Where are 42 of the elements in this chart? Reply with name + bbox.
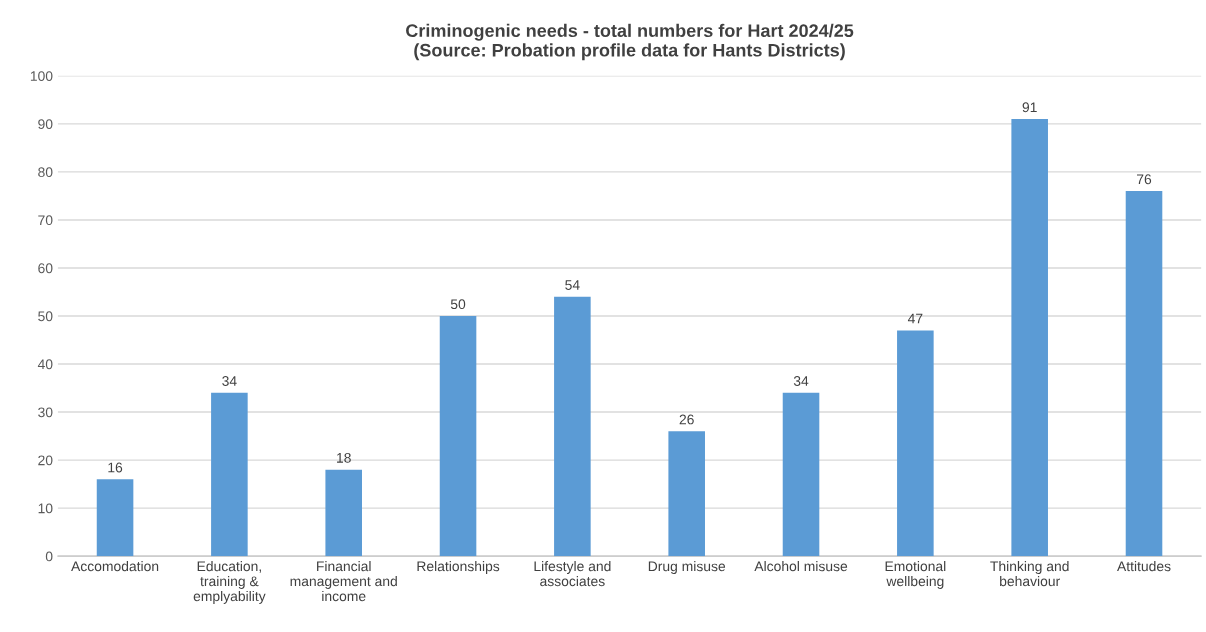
data-label: 50 [450,299,466,310]
bar [96,479,134,557]
x-tick-label: Thinking and behaviour [990,561,1069,587]
y-tick-label: 100 [30,71,53,82]
data-label: 76 [1137,174,1152,185]
chart-title: Criminogenic needs - total numbers for Hart 2024/25 (Source: Probation profile data for Hants Districts) [406,23,854,61]
x-tick-label: Financial management and income [290,561,397,602]
bar [211,392,248,557]
bar [897,330,934,557]
data-label: 91 [1022,102,1037,113]
y-tick-label: 80 [38,167,53,178]
data-label: 34 [222,376,237,386]
y-tick-label: 70 [38,215,53,226]
data-label: 16 [108,462,123,473]
bar [1125,191,1163,557]
bar [325,469,362,557]
y-tick-label: 10 [38,503,53,514]
y-tick-label: 90 [38,119,53,130]
data-label: 34 [793,376,809,386]
y-tick-label: 60 [38,263,53,274]
x-tick-label: Attitudes [1117,561,1171,572]
x-tick-label: Relationships [417,561,500,574]
bar [668,431,705,557]
bar [439,316,477,557]
y-tick-label: 20 [38,455,53,466]
x-tick-label: Education, training & emplyability [193,561,266,604]
data-label: 18 [337,452,351,463]
x-tick-label: Drug misuse [648,561,726,574]
y-tick-label: 40 [37,359,53,370]
x-tick-label: Alcohol misuse [754,561,848,572]
data-label: 54 [565,280,580,290]
x-tick-label: Accomodation [71,561,159,572]
y-tick-label: 50 [38,311,53,322]
data-label: 47 [907,313,923,324]
bar [782,392,820,557]
x-tick-label: Emotional wellbeing [885,561,946,589]
data-label: 26 [679,414,694,425]
bar [554,296,591,557]
x-tick-label: Lifestyle and associates [534,561,611,587]
y-tick-label: 0 [45,551,53,562]
bar [1011,119,1048,557]
y-tick-label: 30 [38,407,53,418]
